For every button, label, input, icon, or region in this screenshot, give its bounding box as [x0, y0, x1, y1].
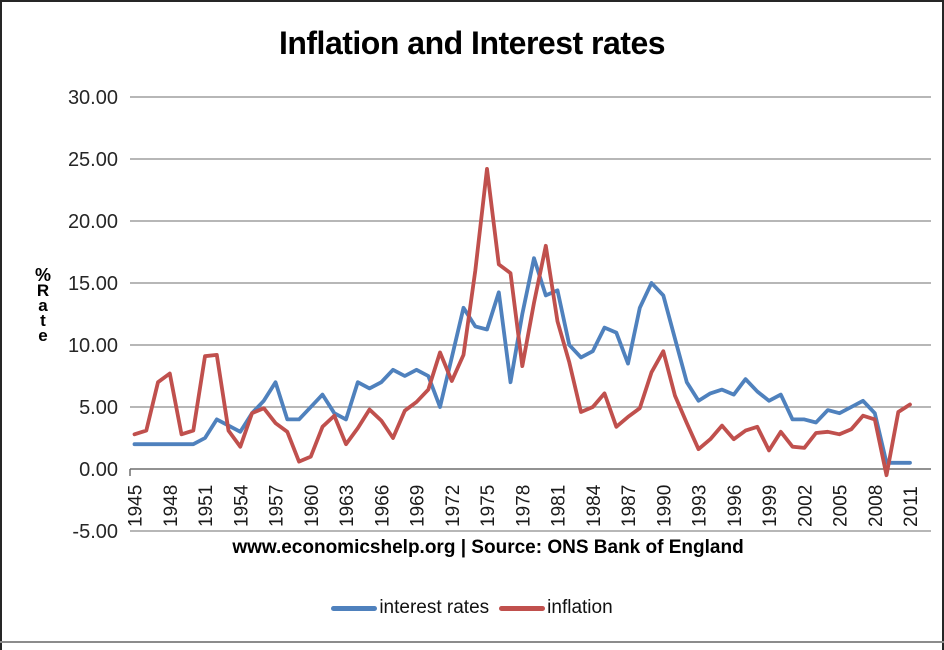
- frame-border-left: [0, 0, 2, 650]
- x-axis-tick-label: 1960: [302, 485, 323, 527]
- y-axis-tick-label: -5.00: [72, 521, 118, 543]
- frame-border-bottom: [0, 641, 944, 643]
- frame-border-right: [942, 0, 944, 650]
- source-attribution: www.economicshelp.org | Source: ONS Bank…: [232, 537, 744, 558]
- y-axis-tick-label: 25.00: [68, 149, 118, 171]
- inflation-line: [132, 166, 912, 478]
- x-axis-tick-label: 1966: [372, 485, 393, 527]
- y-axis-tick-label: 30.00: [68, 87, 118, 109]
- y-axis-title-line: e: [38, 326, 48, 345]
- x-axis-tick-label: 1951: [196, 485, 217, 527]
- chart-title: Inflation and Interest rates: [278, 25, 666, 61]
- x-axis-tick-label: 1993: [690, 485, 711, 527]
- x-axis-tick-label: 2002: [795, 485, 816, 527]
- x-axis-tick-label: 1984: [584, 484, 605, 527]
- y-axis-tick-label: 0.00: [79, 459, 118, 481]
- x-axis-tick-label: 1969: [408, 485, 429, 527]
- legend: interest rates inflation: [0, 597, 944, 619]
- x-axis-tick-label: 1963: [337, 485, 358, 527]
- legend-label-inflation: inflation: [547, 597, 613, 618]
- y-axis-title: % R a t e: [28, 265, 58, 345]
- x-axis-tick-label: 1999: [760, 485, 781, 527]
- x-axis-tick-label: 1948: [161, 485, 182, 527]
- x-axis-tick-label: 2008: [866, 485, 887, 527]
- y-axis-tick-label: 15.00: [68, 273, 118, 295]
- legend-swatch-interest-rates: [331, 605, 378, 611]
- legend-item-inflation: inflation: [499, 597, 613, 619]
- y-axis-title-line: t: [40, 311, 46, 330]
- legend-item-interest-rates: interest rates: [331, 597, 489, 619]
- frame-border-top: [0, 0, 944, 2]
- y-axis-tick-label: 10.00: [68, 335, 118, 357]
- interest-rates-line: [132, 256, 912, 465]
- y-axis-title-line: a: [38, 296, 48, 315]
- x-axis-tick-label: 1945: [126, 485, 147, 527]
- x-axis-tick-label: 2011: [901, 486, 922, 527]
- x-axis-tick-label: 1972: [443, 485, 464, 527]
- legend-swatch-inflation: [499, 605, 546, 611]
- x-axis-tick-label: 1990: [654, 485, 675, 527]
- x-axis-tick-label: 1978: [513, 485, 534, 527]
- x-axis-tick-label: 1957: [267, 485, 288, 527]
- x-axis-tick-label: 1975: [478, 485, 499, 527]
- y-axis-title-line: %: [34, 265, 51, 285]
- x-axis-tick-label: 2005: [831, 485, 852, 527]
- legend-label-interest-rates: interest rates: [379, 597, 490, 618]
- x-axis-tick-label: 1987: [619, 485, 640, 527]
- y-axis-title-line: R: [36, 281, 50, 300]
- x-axis-tick-label: 1996: [725, 485, 746, 527]
- x-axis-tick-label: 1954: [231, 484, 252, 527]
- x-axis-tick-label: 1981: [549, 485, 570, 527]
- y-axis-tick-label: 5.00: [79, 397, 118, 419]
- y-axis-tick-label: 20.00: [68, 211, 118, 233]
